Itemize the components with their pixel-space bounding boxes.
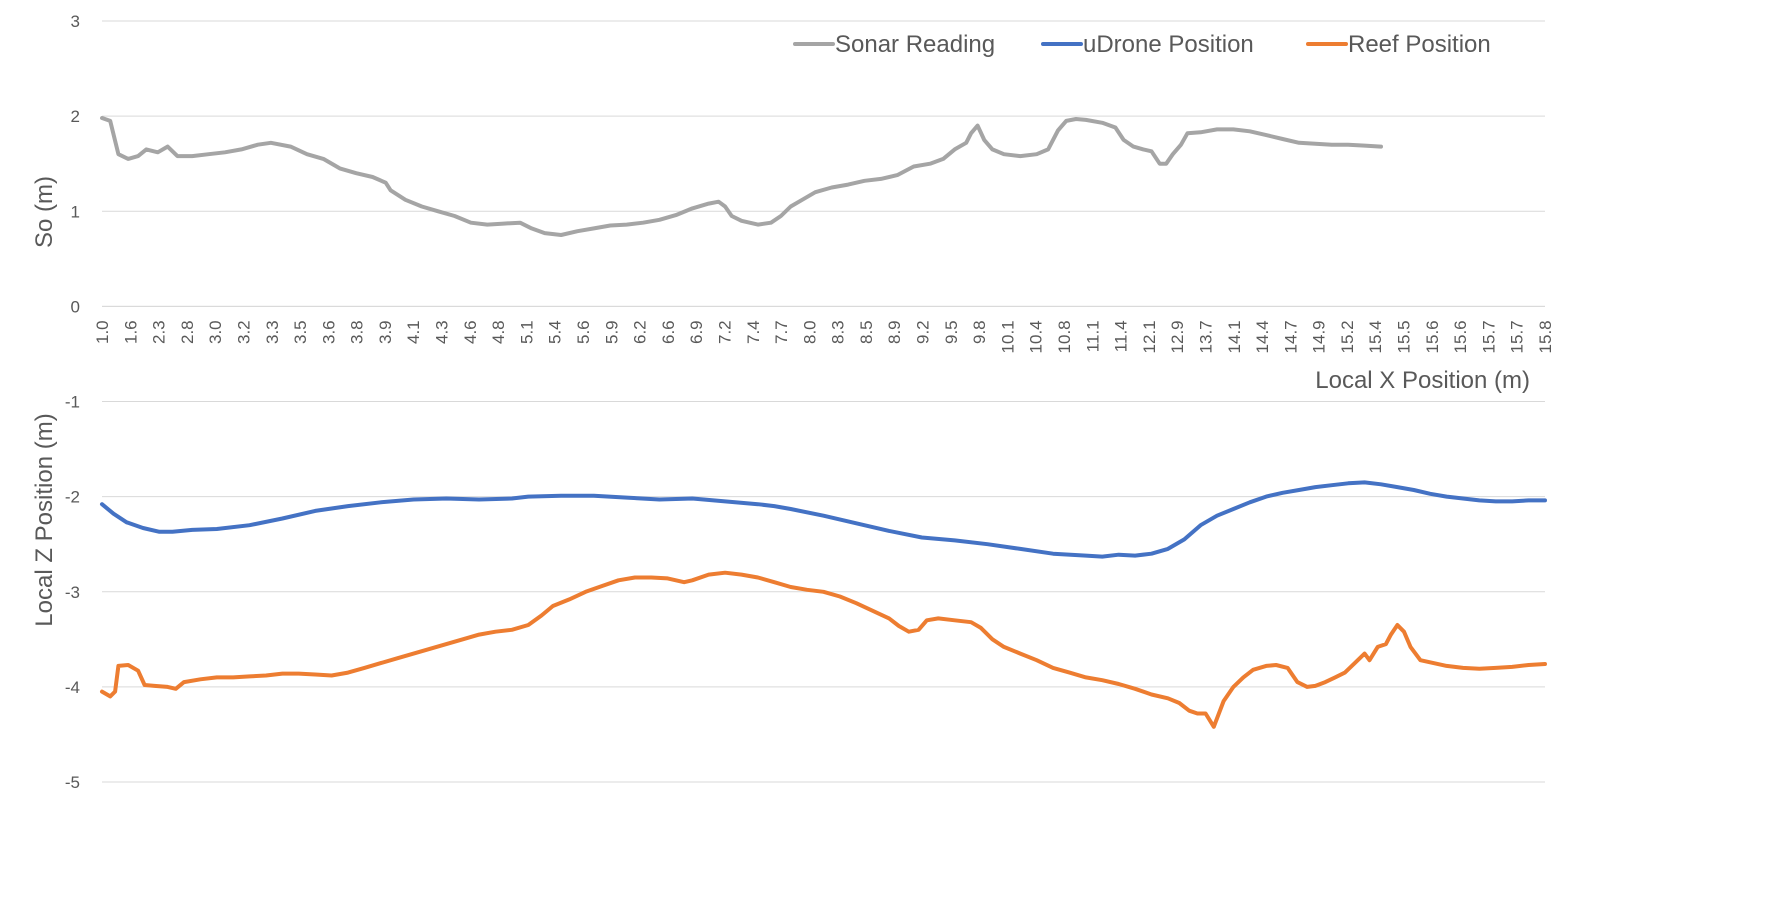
x-tick-label: 6.6 — [659, 320, 678, 344]
x-tick-label: 4.8 — [489, 320, 508, 344]
legend-label: uDrone Position — [1083, 31, 1254, 58]
x-tick-label: 6.2 — [631, 320, 650, 344]
x-tick-label: 7.4 — [744, 320, 763, 344]
x-tick-label: 15.8 — [1536, 320, 1555, 353]
x-tick-label: 14.7 — [1281, 320, 1300, 353]
x-tick-label: 2.8 — [178, 320, 197, 344]
x-tick-label: 9.2 — [914, 320, 933, 344]
x-tick-label: 14.4 — [1253, 320, 1272, 353]
x-tick-label: 6.9 — [687, 320, 706, 344]
y-tick-label: -2 — [65, 488, 80, 507]
gridlines — [102, 20, 1545, 783]
y-axis-ticks: 3 2 1 0 -1 -2 -3 -4 -5 — [65, 12, 80, 792]
y-tick-label: -1 — [65, 393, 80, 412]
x-tick-label: 7.7 — [772, 320, 791, 344]
x-tick-label: 3.8 — [348, 320, 367, 344]
y-axis-title-lower: Local Z Position (m) — [31, 413, 58, 626]
series-line-reef-position — [100, 570, 1547, 729]
x-tick-label: 1.6 — [121, 320, 140, 344]
x-tick-label: 13.7 — [1196, 320, 1215, 353]
x-tick-label: 3.9 — [376, 320, 395, 344]
x-tick-label: 11.4 — [1112, 320, 1131, 352]
x-tick-label: 14.9 — [1310, 320, 1329, 353]
x-tick-label: 4.6 — [461, 320, 480, 344]
x-tick-label: 3.6 — [319, 320, 338, 344]
x-tick-label: 15.6 — [1451, 320, 1470, 353]
x-tick-label: 15.7 — [1508, 320, 1527, 353]
x-tick-label: 5.9 — [602, 320, 621, 344]
x-tick-label: 14.1 — [1225, 320, 1244, 353]
series-line-sonar-reading — [100, 116, 1383, 237]
y-tick-label: -4 — [65, 678, 80, 697]
x-tick-label: 3.0 — [206, 320, 225, 344]
x-axis-ticks: 1.0 1.6 2.3 2.8 3.0 3.2 3.3 3.5 3.6 3.8 3.9 4.1 4.3 4… — [93, 305, 1555, 353]
x-tick-label: 5.1 — [517, 320, 536, 344]
x-tick-label: 11.1 — [1083, 320, 1102, 352]
x-tick-label: 4.1 — [404, 320, 423, 344]
x-tick-label: 1.0 — [93, 320, 112, 344]
x-tick-label: 8.5 — [857, 320, 876, 344]
x-tick-label: 8.9 — [885, 320, 904, 344]
x-tick-label: 9.8 — [970, 320, 989, 344]
legend-label: Sonar Reading — [835, 31, 995, 58]
x-tick-label: 7.2 — [715, 320, 734, 344]
x-tick-label: 9.5 — [942, 320, 961, 344]
x-tick-label: 15.7 — [1479, 320, 1498, 353]
y-axis-title-upper: So (m) — [31, 176, 58, 248]
y-tick-label: -3 — [65, 583, 80, 602]
x-axis-title: Local X Position (m) — [1315, 367, 1530, 394]
y-tick-label: 1 — [71, 202, 80, 221]
y-tick-label: 3 — [71, 12, 80, 31]
y-tick-label: 0 — [71, 297, 80, 316]
x-tick-label: 15.2 — [1338, 320, 1357, 353]
x-tick-label: 2.3 — [150, 320, 169, 344]
legend: Sonar Reading uDrone Position Reef Positio… — [793, 31, 1491, 58]
y-tick-label: -5 — [65, 773, 80, 792]
legend-label: Reef Position — [1348, 31, 1491, 58]
x-tick-label: 10.1 — [998, 320, 1017, 353]
y-tick-label: 2 — [71, 107, 80, 126]
x-tick-label: 3.3 — [263, 320, 282, 344]
x-tick-label: 3.2 — [234, 320, 253, 344]
x-tick-label: 5.4 — [546, 320, 565, 344]
x-tick-label: 15.5 — [1395, 320, 1414, 353]
x-tick-label: 12.9 — [1168, 320, 1187, 353]
x-tick-label: 15.6 — [1423, 320, 1442, 353]
x-tick-label: 8.0 — [800, 320, 819, 344]
x-tick-label: 8.3 — [829, 320, 848, 344]
x-tick-label: 3.5 — [291, 320, 310, 344]
series-line-udrone-position — [100, 480, 1547, 559]
x-tick-label: 10.8 — [1055, 320, 1074, 353]
x-tick-label: 12.1 — [1140, 320, 1159, 353]
x-tick-label: 5.6 — [574, 320, 593, 344]
x-tick-label: 15.4 — [1366, 320, 1385, 353]
x-tick-label: 4.3 — [433, 320, 452, 344]
x-tick-label: 10.4 — [1027, 320, 1046, 353]
series-lines — [100, 116, 1547, 729]
